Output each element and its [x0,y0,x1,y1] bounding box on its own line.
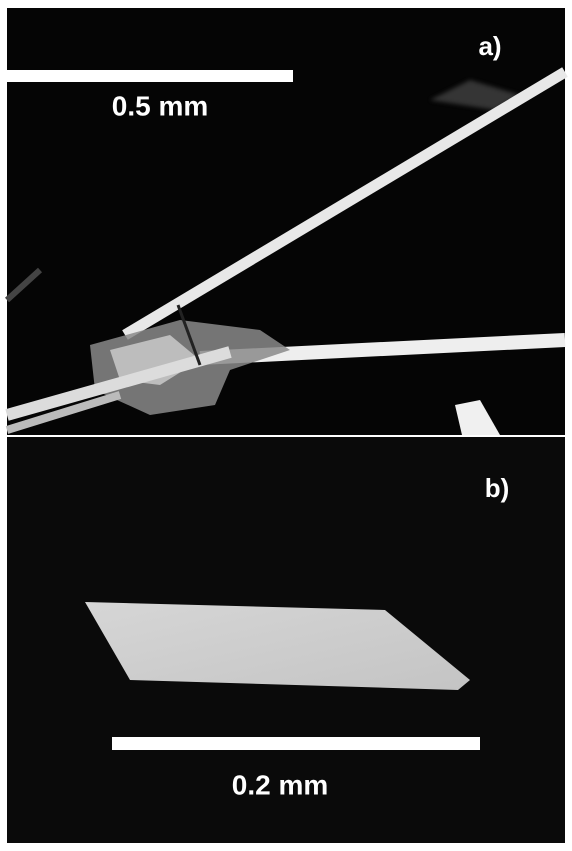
panel-label: a) [478,31,501,61]
scale-label: 0.2 mm [232,769,329,800]
panel-b: 0.2 mm b) [7,437,565,843]
scale-label: 0.5 mm [112,90,209,121]
figure: 0.5 mm a) 0.2 mm b) [0,0,572,851]
panel-a: 0.5 mm a) [7,8,565,435]
scale-bar [7,70,293,82]
panel-label: b) [485,473,510,503]
scale-bar [112,737,480,750]
page: 0.5 mm a) 0.2 mm b) (() => { const data … [0,0,572,851]
